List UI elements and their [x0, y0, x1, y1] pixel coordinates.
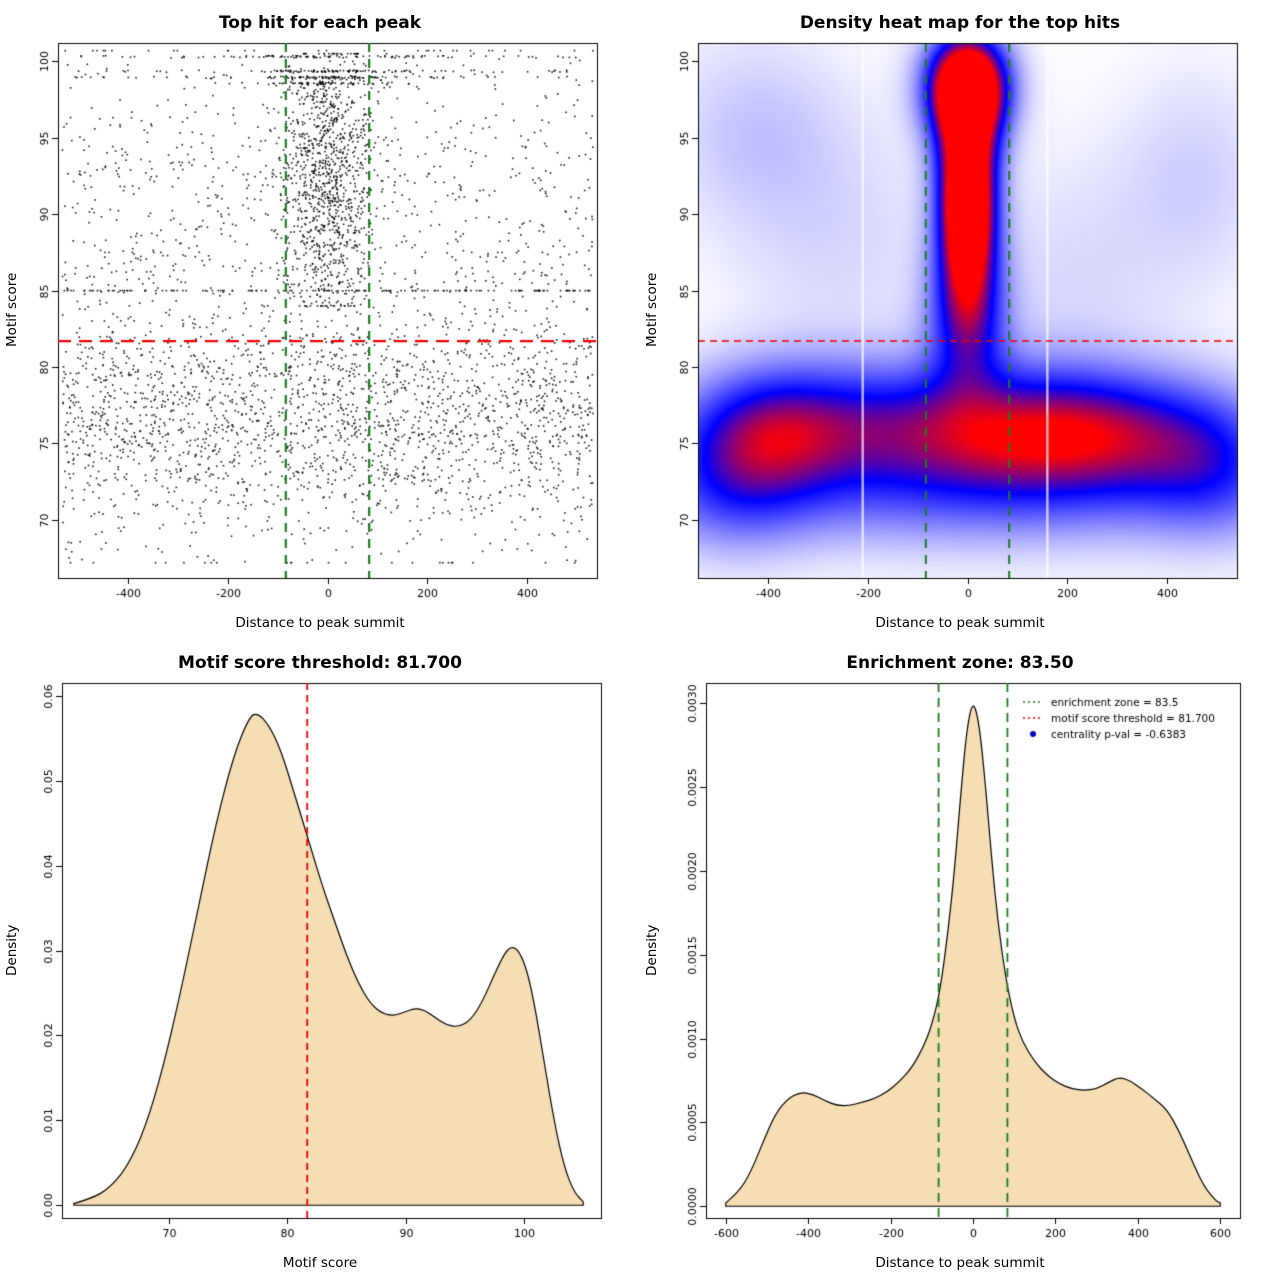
- score-density-yaxis-label: Density: [4, 924, 20, 976]
- heatmap-title: Density heat map for the top hits: [799, 13, 1121, 33]
- heatmap-yaxis-label: Motif score: [644, 272, 660, 348]
- score-density-canvas: [0, 640, 640, 1280]
- scatter-yaxis-label: Motif score: [4, 272, 20, 348]
- score-density-panel: Motif score threshold: 81.700 Motif scor…: [0, 640, 640, 1280]
- score-density-title: Motif score threshold: 81.700: [178, 653, 462, 673]
- heatmap-xaxis-label: Distance to peak summit: [875, 615, 1045, 631]
- heatmap-panel: Density heat map for the top hits Distan…: [640, 0, 1280, 640]
- distance-density-canvas: [640, 640, 1280, 1280]
- distance-density-title: Enrichment zone: 83.50: [846, 653, 1074, 673]
- scatter-canvas: [0, 0, 640, 640]
- heatmap-canvas: [640, 0, 1280, 640]
- distance-density-yaxis-label: Density: [644, 924, 660, 976]
- score-density-xaxis-label: Motif score: [282, 1255, 358, 1271]
- scatter-panel: Top hit for each peak Distance to peak s…: [0, 0, 640, 640]
- distance-density-panel: Enrichment zone: 83.50 Distance to peak …: [640, 640, 1280, 1280]
- scatter-xaxis-label: Distance to peak summit: [235, 615, 405, 631]
- distance-density-xaxis-label: Distance to peak summit: [875, 1255, 1045, 1271]
- scatter-title: Top hit for each peak: [218, 13, 422, 33]
